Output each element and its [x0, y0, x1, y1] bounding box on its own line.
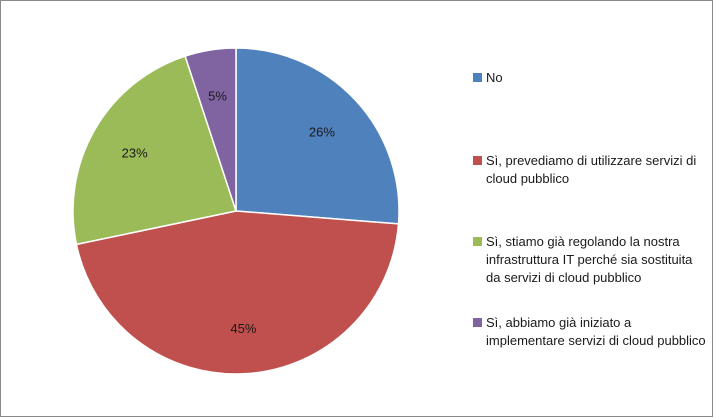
- legend-entry-0: No: [473, 69, 708, 87]
- pie-slice-2: [72, 55, 237, 246]
- legend-swatch-0: [473, 73, 482, 82]
- legend-label-0: No: [486, 70, 503, 85]
- legend-swatch-3: [473, 318, 482, 327]
- pie-slice-1: [75, 210, 400, 375]
- pie-slice-3: [184, 47, 237, 212]
- legend-swatch-2: [473, 237, 482, 246]
- pie-slice-0: [235, 47, 400, 225]
- legend-label-2: Sì, stiamo già regolando la nostra infra…: [486, 234, 693, 285]
- legend-entry-1: Sì, prevediamo di utilizzare servizi di …: [473, 152, 708, 188]
- slice-data-label-0: 26%: [309, 125, 335, 140]
- slice-data-label-1: 45%: [230, 321, 256, 336]
- legend-swatch-1: [473, 156, 482, 165]
- slice-data-label-2: 23%: [122, 146, 148, 161]
- legend-entry-3: Sì, abbiamo già iniziato a implementare …: [473, 314, 708, 350]
- legend-label-3: Sì, abbiamo già iniziato a implementare …: [486, 315, 706, 348]
- legend-entry-2: Sì, stiamo già regolando la nostra infra…: [473, 233, 708, 287]
- legend-label-1: Sì, prevediamo di utilizzare servizi di …: [486, 153, 697, 186]
- slice-data-label-3: 5%: [208, 88, 227, 103]
